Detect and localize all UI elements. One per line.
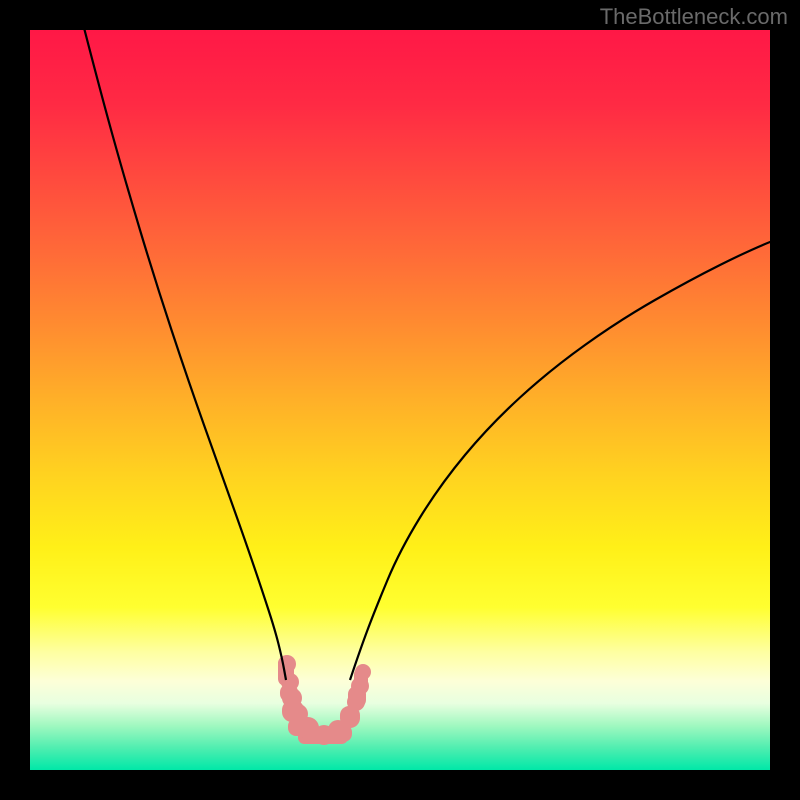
curve-layer (30, 30, 770, 770)
watermark-text: TheBottleneck.com (600, 4, 788, 30)
chart-frame: TheBottleneck.com (0, 0, 800, 800)
right-curve (350, 234, 770, 680)
plot-area (30, 30, 770, 770)
data-band (278, 655, 371, 745)
left-curve (82, 30, 286, 680)
